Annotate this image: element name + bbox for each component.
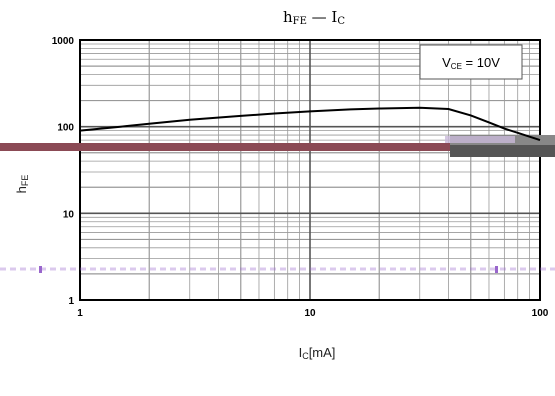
overlay-artifacts (0, 135, 555, 273)
annotation-box (419, 44, 523, 80)
y-tick-label: 1 (68, 296, 74, 307)
overlay-band (0, 143, 450, 151)
x-tick-label: 10 (304, 308, 316, 319)
y-tick-label: 1000 (52, 36, 75, 47)
overlay-band-tail-dark (450, 145, 555, 157)
y-axis-label: hFE (14, 175, 30, 194)
x-tick-label: 1 (77, 308, 83, 319)
hfe-curve (79, 106, 541, 142)
x-tick-labels: 1 10 100 (77, 308, 549, 319)
x-axis-label: IC[mA] (299, 345, 336, 361)
y-tick-label: 100 (57, 123, 74, 134)
y-tick-labels: 1 10 100 1000 (52, 36, 75, 307)
overlay-dash-marker (39, 266, 42, 273)
overlay-dash-marker (495, 266, 498, 273)
y-tick-label: 10 (63, 209, 75, 220)
vce-annotation: VCE = 10V (442, 55, 500, 71)
overlay-band-noise (445, 136, 515, 143)
x-tick-label: 100 (532, 308, 549, 319)
chart-title: hFE — IC (283, 8, 345, 27)
plot-frame (79, 39, 541, 301)
